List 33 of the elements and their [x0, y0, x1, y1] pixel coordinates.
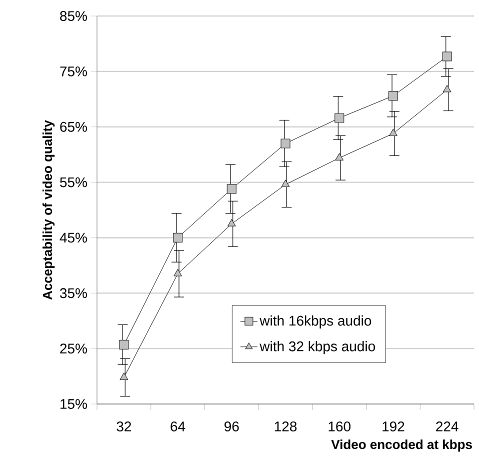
y-tick-label: 55%	[60, 177, 87, 188]
point	[442, 84, 452, 92]
point	[281, 180, 290, 188]
point	[119, 340, 129, 350]
point	[334, 113, 344, 123]
point	[174, 268, 182, 276]
y-axis-title: Acceptability of video quality	[42, 120, 55, 300]
point	[388, 91, 398, 101]
y-tick-label: 35%	[60, 288, 87, 298]
legend-label: with 32 kbps audio	[260, 341, 376, 354]
point	[280, 138, 290, 148]
x-tick-label: 96	[224, 422, 239, 432]
y-tick-label: 45%	[60, 232, 87, 243]
point	[335, 153, 344, 160]
x-tick-label: 128	[274, 422, 297, 432]
point	[172, 232, 183, 243]
point	[120, 372, 128, 380]
point	[389, 128, 398, 136]
y-tick-label: 75%	[60, 66, 87, 76]
x-tick-label: 32	[116, 422, 132, 432]
y-tick-label: 85%	[60, 11, 87, 21]
y-tick-label: 25%	[60, 344, 87, 354]
legend-label: with 16kbps audio	[260, 315, 372, 328]
x-tick-label: 224	[436, 422, 458, 432]
x-tick-label: 192	[382, 422, 404, 432]
point	[226, 184, 236, 194]
x-tick-label: 160	[328, 422, 350, 432]
x-axis-title: Video encoded at kbps	[331, 440, 472, 452]
y-tick-label: 15%	[60, 399, 87, 409]
y-tick-label: 65%	[60, 122, 87, 132]
x-tick-label: 64	[170, 422, 186, 432]
point	[227, 219, 236, 226]
point	[442, 52, 452, 62]
